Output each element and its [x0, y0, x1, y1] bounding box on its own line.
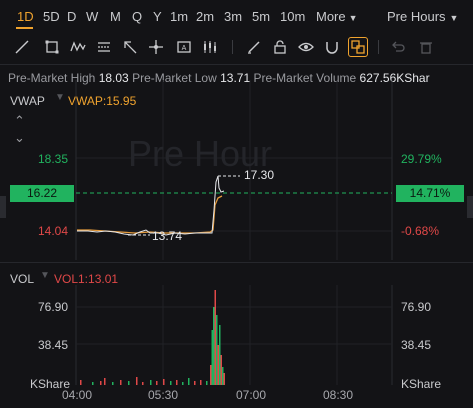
volume-label: Pre-Market Volume [253, 71, 357, 85]
low-marker-label: 13.74 [152, 229, 183, 243]
more-label: More [316, 9, 346, 24]
volume-value: VOL1:13.01 [54, 272, 119, 286]
volume-left-axis-label: 38.45 [38, 338, 69, 352]
timeframe-5d[interactable]: 5D [43, 9, 60, 24]
caret-down-icon: ▼ [348, 13, 358, 23]
timeframe-m[interactable]: M [110, 9, 121, 24]
high-marker-label: 17.30 [244, 168, 275, 182]
volume-left-axis-unit: KShare [30, 377, 71, 391]
timeframe-2m[interactable]: 2m [196, 9, 215, 24]
time-axis-label: 07:00 [236, 388, 267, 402]
time-axis-label: 04:00 [62, 388, 93, 402]
current-percent-tag: 14.71% [396, 185, 464, 202]
vwap-value: VWAP:15.95 [68, 94, 137, 108]
timeframe-d[interactable]: D [67, 9, 77, 24]
toolbar-divider [378, 40, 379, 54]
volume-chart[interactable] [0, 285, 473, 385]
wave-icon[interactable] [68, 37, 88, 57]
channel-icon[interactable] [146, 37, 166, 57]
session-dropdown[interactable]: Pre Hours ▼ [387, 9, 458, 24]
caret-down-icon[interactable]: ▼ [55, 92, 65, 103]
current-price-tag: 16.22 [10, 185, 74, 202]
panel-divider [0, 262, 473, 263]
volume-right-axis-label: 38.45 [401, 338, 432, 352]
undo-icon[interactable] [388, 37, 408, 57]
chevron-down-icon[interactable]: ⌄ [14, 130, 25, 145]
header-divider [0, 64, 473, 65]
left-axis-label: 14.04 [38, 224, 69, 238]
watermark: Pre Hour [128, 133, 272, 174]
volume-bars [80, 290, 225, 385]
timeframe-1d[interactable]: 1D [17, 9, 34, 24]
measure-icon[interactable]: A [174, 37, 194, 57]
text-icon[interactable] [94, 37, 114, 57]
volume-indicator-name[interactable]: VOL [10, 272, 35, 286]
right-axis-label: -0.68% [401, 224, 440, 238]
timeframe-y[interactable]: Y [153, 9, 162, 24]
right-collapse-handle[interactable] [467, 196, 473, 218]
pen-icon[interactable] [244, 37, 264, 57]
magnet-icon[interactable] [322, 37, 342, 57]
vwap-line [77, 195, 223, 234]
toolbar-divider [232, 40, 233, 54]
high-label: Pre-Market High [8, 71, 96, 85]
left-axis-label: 18.35 [38, 152, 69, 166]
timeframe-3m[interactable]: 3m [224, 9, 243, 24]
price-chart[interactable]: Pre Hour [0, 80, 473, 260]
rectangle-icon[interactable] [42, 37, 62, 57]
volume-left-axis-label: 76.90 [38, 300, 69, 314]
low-value: 13.71 [220, 71, 251, 85]
session-label: Pre Hours [387, 9, 446, 24]
eye-icon[interactable] [296, 37, 316, 57]
arrow-icon[interactable] [120, 37, 140, 57]
timeframe-5m[interactable]: 5m [252, 9, 271, 24]
indicator-icon[interactable] [200, 37, 220, 57]
left-collapse-handle[interactable] [0, 196, 6, 218]
right-axis-label: 29.79% [401, 152, 442, 166]
timeframe-w[interactable]: W [86, 9, 99, 24]
chevron-up-icon[interactable]: ⌃ [14, 113, 25, 128]
high-value: 18.03 [98, 71, 129, 85]
lock-icon[interactable] [270, 37, 290, 57]
timeframe-10m[interactable]: 10m [280, 9, 306, 24]
svg-text:A: A [182, 45, 187, 52]
price-line [77, 175, 225, 236]
volume-right-axis-label: 76.90 [401, 300, 432, 314]
more-dropdown[interactable]: More ▼ [316, 9, 358, 24]
time-axis-label: 05:30 [148, 388, 179, 402]
volume-right-axis-unit: KShare [401, 377, 442, 391]
time-axis-label: 08:30 [323, 388, 354, 402]
premarket-stats: Pre-Market High 18.03 Pre-Market Low 13.… [8, 71, 430, 85]
sync-icon[interactable] [348, 37, 368, 57]
timeframe-1m[interactable]: 1m [170, 9, 189, 24]
active-timeframe-underline [16, 27, 33, 29]
low-label: Pre-Market Low [132, 71, 217, 85]
volume-value: 627.56KShar [359, 71, 430, 85]
trash-icon[interactable] [416, 37, 436, 57]
chevron-down-icon: ▼ [449, 13, 459, 23]
main-indicator-name[interactable]: VWAP [10, 94, 45, 108]
timeframe-q[interactable]: Q [132, 9, 143, 24]
caret-down-icon[interactable]: ▼ [40, 270, 50, 281]
trend-line-icon[interactable] [12, 37, 32, 57]
